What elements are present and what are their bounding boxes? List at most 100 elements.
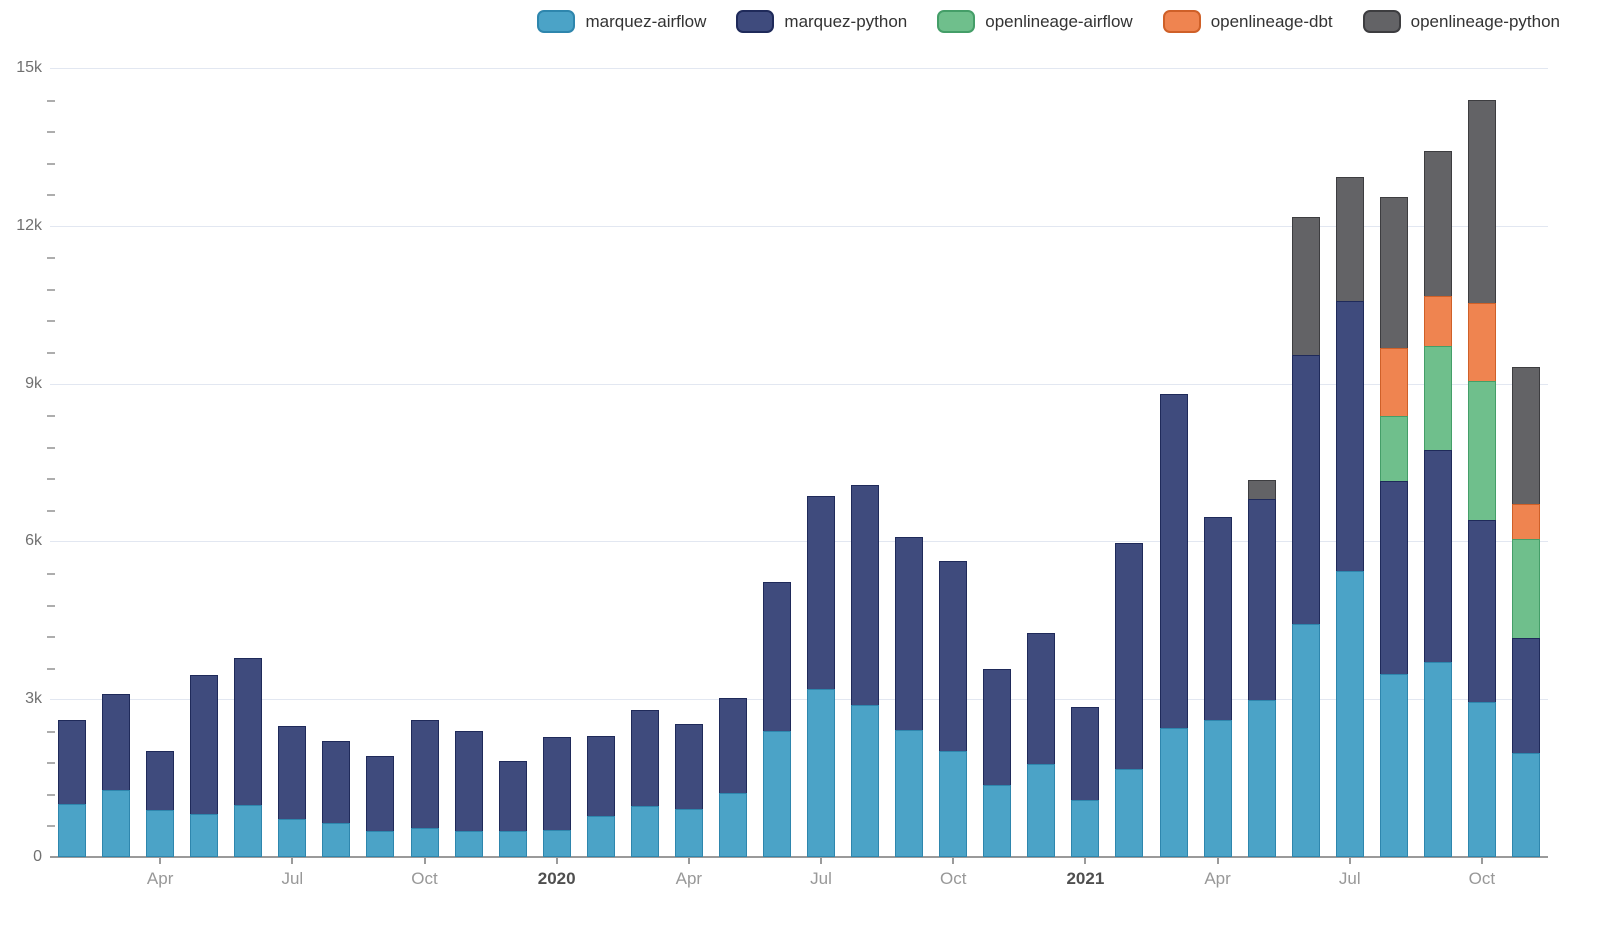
bar-segment-openlineage-dbt[interactable]: [1379, 348, 1408, 417]
bar-segment-marquez-airflow[interactable]: [58, 803, 87, 857]
bar-segment-marquez-airflow[interactable]: [1379, 674, 1408, 857]
bar-segment-marquez-airflow[interactable]: [895, 730, 924, 857]
legend-item-openlineage-python[interactable]: openlineage-python: [1362, 10, 1560, 33]
bar-2020-06[interactable]: [762, 581, 791, 857]
bar-segment-marquez-airflow[interactable]: [718, 793, 747, 857]
bar-segment-openlineage-dbt[interactable]: [1423, 295, 1452, 346]
bar-segment-marquez-python[interactable]: [586, 736, 615, 816]
bar-segment-marquez-airflow[interactable]: [1027, 763, 1056, 857]
bar-segment-marquez-airflow[interactable]: [1423, 661, 1452, 857]
bar-segment-marquez-python[interactable]: [762, 581, 791, 732]
bar-segment-marquez-airflow[interactable]: [674, 809, 703, 857]
bar-segment-marquez-airflow[interactable]: [498, 830, 527, 857]
bar-segment-marquez-airflow[interactable]: [234, 805, 263, 857]
bar-segment-marquez-python[interactable]: [630, 710, 659, 806]
bar-2021-08[interactable]: [1379, 196, 1408, 857]
bar-segment-marquez-python[interactable]: [1247, 498, 1276, 700]
bar-segment-marquez-python[interactable]: [146, 750, 175, 811]
legend-item-marquez-python[interactable]: marquez-python: [736, 10, 907, 33]
bar-segment-openlineage-python[interactable]: [1247, 480, 1276, 499]
bar-segment-marquez-airflow[interactable]: [1291, 623, 1320, 857]
bar-segment-marquez-python[interactable]: [1467, 520, 1496, 703]
bar-2020-04[interactable]: [674, 724, 703, 857]
bar-2019-10[interactable]: [410, 719, 439, 857]
bar-segment-marquez-airflow[interactable]: [807, 688, 836, 857]
bar-segment-marquez-airflow[interactable]: [190, 814, 219, 857]
bar-segment-openlineage-dbt[interactable]: [1511, 503, 1540, 539]
bar-segment-marquez-python[interactable]: [674, 724, 703, 810]
bar-segment-openlineage-python[interactable]: [1467, 99, 1496, 304]
bar-2019-11[interactable]: [454, 730, 483, 857]
bar-segment-marquez-python[interactable]: [234, 657, 263, 806]
bar-segment-openlineage-airflow[interactable]: [1467, 381, 1496, 521]
bar-segment-marquez-python[interactable]: [939, 560, 968, 751]
bar-segment-marquez-python[interactable]: [1159, 393, 1188, 728]
bar-2020-10[interactable]: [939, 560, 968, 857]
bar-2021-03[interactable]: [1159, 393, 1188, 857]
bar-segment-marquez-airflow[interactable]: [1511, 752, 1540, 857]
bar-2021-01[interactable]: [1071, 706, 1100, 857]
bar-segment-marquez-airflow[interactable]: [1203, 719, 1232, 857]
bar-2020-09[interactable]: [895, 537, 924, 857]
bar-segment-marquez-python[interactable]: [366, 755, 395, 831]
bar-segment-marquez-airflow[interactable]: [146, 810, 175, 857]
bar-segment-marquez-python[interactable]: [895, 537, 924, 731]
bar-2020-08[interactable]: [851, 484, 880, 857]
legend-item-openlineage-airflow[interactable]: openlineage-airflow: [937, 10, 1133, 33]
bar-segment-marquez-python[interactable]: [1423, 449, 1452, 662]
bar-2019-07[interactable]: [278, 726, 307, 857]
bar-segment-openlineage-airflow[interactable]: [1379, 416, 1408, 482]
bar-2020-07[interactable]: [807, 495, 836, 857]
bar-2020-02[interactable]: [586, 736, 615, 857]
bar-2020-12[interactable]: [1027, 632, 1056, 857]
bar-segment-openlineage-python[interactable]: [1423, 150, 1452, 296]
bar-segment-marquez-airflow[interactable]: [851, 705, 880, 857]
bar-segment-marquez-airflow[interactable]: [322, 822, 351, 857]
bar-segment-marquez-airflow[interactable]: [762, 731, 791, 857]
bar-segment-marquez-airflow[interactable]: [278, 818, 307, 857]
bar-2019-06[interactable]: [234, 657, 263, 857]
bar-2020-11[interactable]: [983, 668, 1012, 857]
bar-segment-marquez-python[interactable]: [1027, 632, 1056, 764]
bar-2019-05[interactable]: [190, 674, 219, 857]
bar-segment-marquez-python[interactable]: [983, 668, 1012, 786]
bar-segment-marquez-airflow[interactable]: [542, 830, 571, 857]
bar-segment-openlineage-python[interactable]: [1291, 217, 1320, 355]
bar-segment-marquez-airflow[interactable]: [1159, 727, 1188, 857]
bar-2021-04[interactable]: [1203, 517, 1232, 857]
bar-segment-openlineage-airflow[interactable]: [1511, 538, 1540, 639]
bar-2019-08[interactable]: [322, 741, 351, 857]
bar-segment-marquez-python[interactable]: [102, 693, 131, 790]
bar-segment-marquez-python[interactable]: [454, 730, 483, 832]
bar-segment-marquez-airflow[interactable]: [983, 785, 1012, 857]
bar-segment-openlineage-python[interactable]: [1511, 367, 1540, 504]
bar-segment-marquez-python[interactable]: [322, 741, 351, 823]
bar-segment-openlineage-python[interactable]: [1335, 177, 1364, 302]
bar-segment-marquez-python[interactable]: [1335, 301, 1364, 572]
bar-segment-marquez-python[interactable]: [718, 698, 747, 794]
bar-2020-05[interactable]: [718, 698, 747, 857]
bar-segment-marquez-airflow[interactable]: [410, 828, 439, 857]
bar-segment-marquez-airflow[interactable]: [586, 815, 615, 857]
bar-segment-marquez-python[interactable]: [190, 674, 219, 815]
bar-segment-marquez-airflow[interactable]: [1115, 769, 1144, 857]
bar-2020-01[interactable]: [542, 736, 571, 857]
bar-segment-marquez-python[interactable]: [1071, 706, 1100, 800]
bar-segment-marquez-python[interactable]: [1291, 354, 1320, 624]
bar-segment-marquez-airflow[interactable]: [102, 789, 131, 857]
bar-segment-marquez-airflow[interactable]: [1247, 699, 1276, 857]
bar-segment-marquez-python[interactable]: [1203, 517, 1232, 720]
bar-segment-marquez-python[interactable]: [410, 719, 439, 829]
bar-segment-marquez-python[interactable]: [1115, 543, 1144, 770]
bar-segment-marquez-airflow[interactable]: [366, 830, 395, 857]
bar-segment-marquez-python[interactable]: [542, 736, 571, 831]
bar-2021-10[interactable]: [1467, 99, 1496, 857]
bar-2021-06[interactable]: [1291, 217, 1320, 857]
bar-segment-openlineage-airflow[interactable]: [1423, 345, 1452, 450]
legend-item-marquez-airflow[interactable]: marquez-airflow: [537, 10, 706, 33]
bar-segment-openlineage-python[interactable]: [1379, 196, 1408, 349]
bar-2019-12[interactable]: [498, 761, 527, 857]
bar-2021-09[interactable]: [1423, 150, 1452, 857]
bar-segment-marquez-airflow[interactable]: [939, 750, 968, 857]
bar-segment-marquez-python[interactable]: [807, 495, 836, 689]
